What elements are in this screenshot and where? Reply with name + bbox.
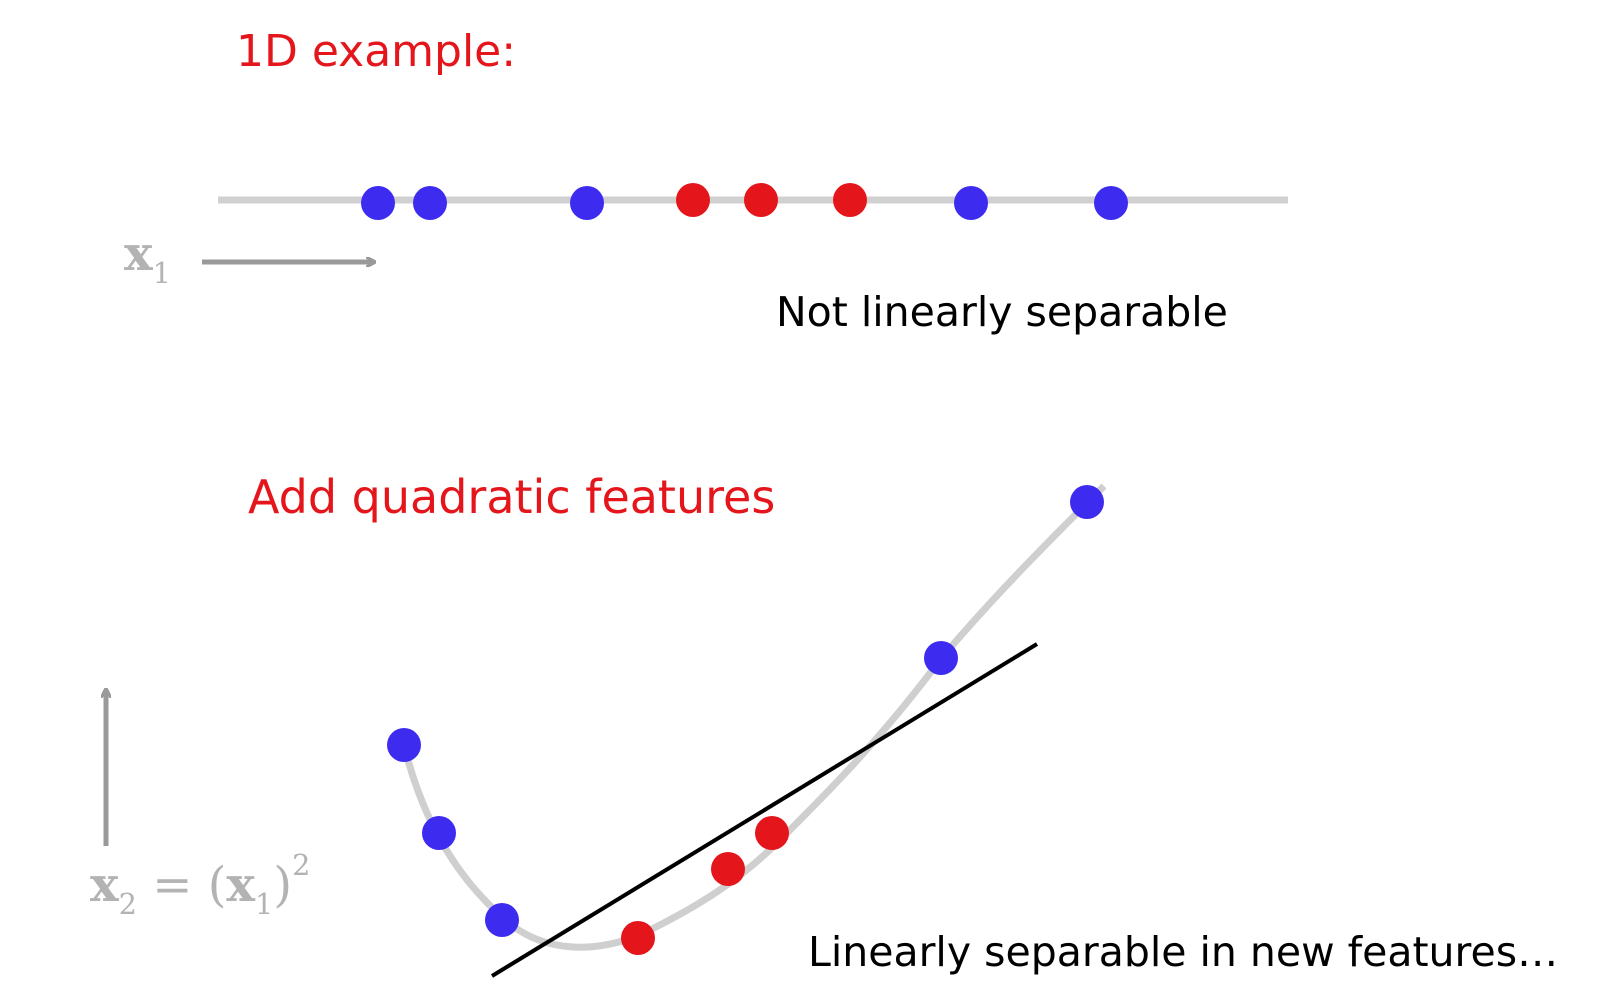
point-1d-negative bbox=[413, 186, 447, 220]
x2-superscript: 2 bbox=[292, 848, 311, 882]
point-2d-negative bbox=[387, 728, 421, 762]
point-2d-negative bbox=[924, 641, 958, 675]
point-1d-positive bbox=[744, 183, 778, 217]
x2-inner-base: x bbox=[226, 856, 256, 913]
separating-line bbox=[490, 642, 1039, 978]
point-1d-negative bbox=[1094, 186, 1128, 220]
heading-1d-example: 1D example: bbox=[236, 26, 517, 77]
x2-subscript: 2 bbox=[118, 886, 137, 921]
x2-equals-open: = ( bbox=[136, 856, 227, 913]
point-2d-negative bbox=[485, 903, 519, 937]
points-2d bbox=[387, 485, 1104, 955]
point-2d-negative bbox=[422, 816, 456, 850]
x1-base: x bbox=[124, 226, 153, 282]
point-2d-negative bbox=[1070, 485, 1104, 519]
point-1d-positive bbox=[833, 183, 867, 217]
point-1d-negative bbox=[361, 186, 395, 220]
x1-axis-label: x1 bbox=[124, 226, 171, 290]
x1-subscript: 1 bbox=[152, 255, 171, 290]
x2-inner-subscript: 1 bbox=[255, 886, 274, 921]
point-2d-positive bbox=[755, 816, 789, 850]
point-1d-negative bbox=[570, 186, 604, 220]
x2-base: x bbox=[90, 856, 119, 913]
heading-add-quadratic-features: Add quadratic features bbox=[248, 470, 776, 524]
points-1d bbox=[361, 183, 1128, 220]
note-linearly-separable: Linearly separable in new features… bbox=[808, 928, 1559, 976]
point-1d-negative bbox=[954, 186, 988, 220]
point-1d-positive bbox=[676, 183, 710, 217]
point-2d-positive bbox=[711, 852, 745, 886]
x2-close-paren: ) bbox=[273, 856, 293, 913]
x2-axis-label: x2 = (x1)2 bbox=[90, 848, 310, 921]
parabola-curve bbox=[400, 483, 1107, 951]
point-2d-positive bbox=[621, 921, 655, 955]
note-not-linearly-separable: Not linearly separable bbox=[776, 288, 1228, 336]
